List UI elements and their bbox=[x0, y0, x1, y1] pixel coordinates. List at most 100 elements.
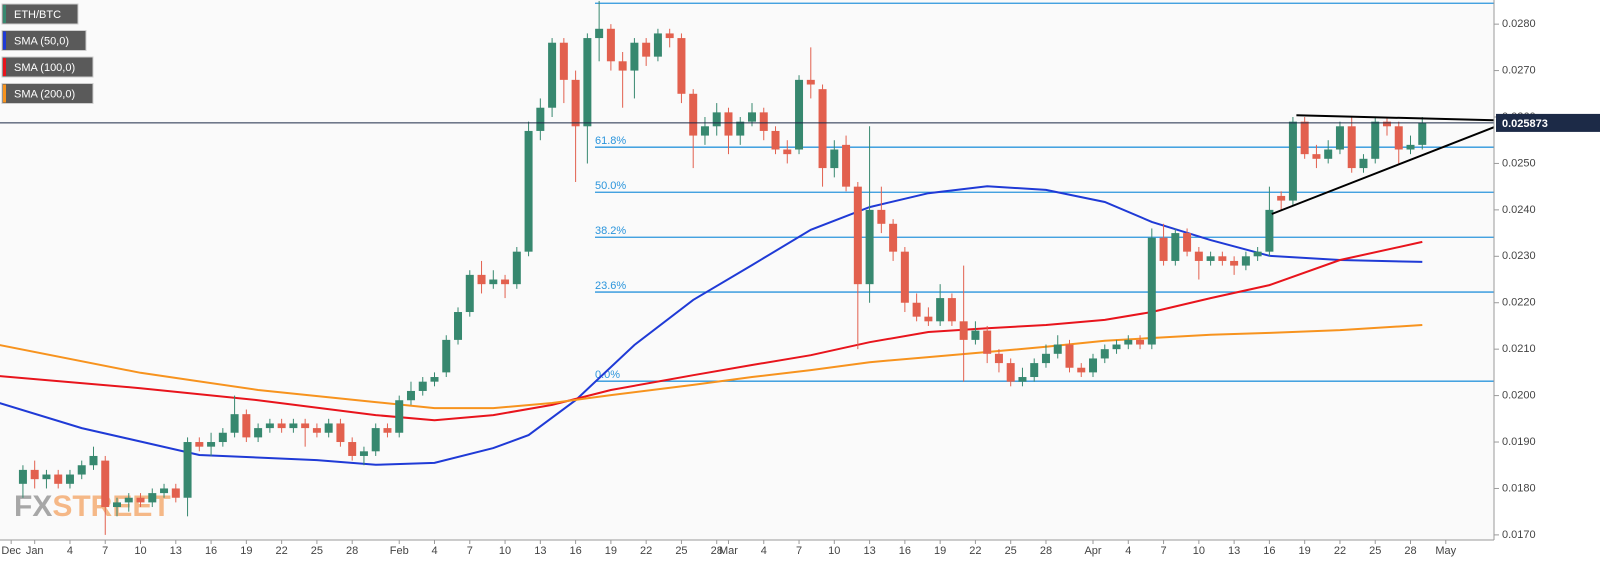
candle-body bbox=[595, 28, 604, 39]
candle-body bbox=[1041, 353, 1050, 364]
x-tick-label: 19 bbox=[934, 545, 946, 557]
candle-body bbox=[1277, 195, 1286, 201]
x-tick-label: 4 bbox=[431, 545, 437, 557]
x-tick-label: 16 bbox=[899, 545, 911, 557]
candle-body bbox=[348, 442, 357, 456]
candle-body bbox=[583, 38, 592, 127]
x-tick-label: 10 bbox=[828, 545, 840, 557]
candle-body bbox=[665, 33, 674, 39]
candle-body bbox=[195, 442, 204, 447]
candle-body bbox=[1312, 154, 1321, 159]
candle-body bbox=[1265, 209, 1274, 252]
legend-swatch bbox=[3, 58, 6, 76]
candle-body bbox=[900, 251, 909, 303]
candle-body bbox=[54, 474, 63, 484]
x-tick-label: 10 bbox=[134, 545, 146, 557]
x-tick-label: 28 bbox=[711, 545, 723, 557]
candle-body bbox=[689, 93, 698, 136]
candle-body bbox=[889, 223, 898, 252]
candle-body bbox=[242, 414, 251, 438]
candle-body bbox=[524, 130, 533, 252]
candle-body bbox=[653, 33, 662, 57]
candle-body bbox=[418, 381, 427, 391]
legend-label: SMA (200,0) bbox=[14, 88, 75, 100]
candle-body bbox=[89, 455, 98, 466]
x-tick-label: 13 bbox=[170, 545, 182, 557]
candle-body bbox=[489, 279, 498, 285]
candle-body bbox=[477, 274, 486, 285]
legend-swatch bbox=[3, 5, 6, 23]
candle-body bbox=[853, 186, 862, 285]
candle-body bbox=[1335, 126, 1344, 150]
x-tick-label: 13 bbox=[1228, 545, 1240, 557]
candle-body bbox=[406, 390, 415, 401]
x-tick-label: 19 bbox=[240, 545, 252, 557]
candle-body bbox=[101, 460, 110, 508]
candle-body bbox=[1206, 256, 1215, 261]
candle-body bbox=[736, 121, 745, 136]
candle-body bbox=[312, 428, 321, 433]
y-tick-label: 0.0190 bbox=[1502, 436, 1536, 448]
candle-body bbox=[724, 112, 733, 136]
candle-body bbox=[818, 89, 827, 169]
candle-body bbox=[1230, 260, 1239, 266]
candle-body bbox=[1288, 121, 1297, 201]
candle-body bbox=[1300, 121, 1309, 155]
x-tick-label: 22 bbox=[1334, 545, 1346, 557]
candle-body bbox=[795, 79, 804, 150]
candle-body bbox=[1006, 363, 1015, 382]
candle-body bbox=[113, 502, 122, 508]
x-tick-label: 28 bbox=[346, 545, 358, 557]
candle-body bbox=[254, 428, 263, 438]
legend-box[interactable] bbox=[1, 56, 94, 78]
last-price-tag bbox=[1496, 113, 1600, 132]
candle-body bbox=[1124, 339, 1133, 345]
candle-body bbox=[1159, 237, 1168, 261]
candle-body bbox=[77, 465, 86, 475]
x-tick-label: 25 bbox=[1369, 545, 1381, 557]
candle-body bbox=[1394, 126, 1403, 150]
legend-box[interactable] bbox=[1, 3, 79, 25]
legend-label: ETH/BTC bbox=[14, 9, 61, 21]
candle-body bbox=[994, 353, 1003, 364]
candle-body bbox=[759, 112, 768, 131]
candle-body bbox=[277, 423, 286, 429]
candle-body bbox=[1359, 158, 1368, 169]
candle-body bbox=[1077, 367, 1086, 373]
candle-body bbox=[747, 112, 756, 122]
candle-body bbox=[983, 330, 992, 354]
y-tick-label: 0.0240 bbox=[1502, 204, 1536, 216]
candle-body bbox=[912, 302, 921, 317]
legend-box[interactable] bbox=[1, 83, 94, 104]
candle-body bbox=[1136, 339, 1145, 345]
candle-body bbox=[1241, 256, 1250, 266]
x-tick-label: 22 bbox=[640, 545, 652, 557]
y-tick-label: 0.0170 bbox=[1502, 529, 1536, 541]
candle-body bbox=[536, 107, 545, 131]
trendline bbox=[1271, 126, 1495, 215]
candle-body bbox=[324, 423, 333, 433]
x-tick-label: 28 bbox=[1040, 545, 1052, 557]
x-tick-label: 16 bbox=[205, 545, 217, 557]
y-tick-label: 0.0220 bbox=[1502, 297, 1536, 309]
candle-body bbox=[947, 298, 956, 322]
candle-body bbox=[771, 130, 780, 150]
candle-body bbox=[936, 298, 945, 322]
candle-body bbox=[289, 423, 298, 429]
candle-body bbox=[830, 149, 839, 169]
candle-body bbox=[1089, 358, 1098, 373]
candle-body bbox=[148, 493, 157, 503]
candle-body bbox=[395, 400, 404, 433]
candle-body bbox=[124, 497, 133, 503]
fib-level-label: 61.8% bbox=[595, 135, 626, 147]
y-tick-label: 0.0200 bbox=[1502, 390, 1536, 402]
candle-body bbox=[1382, 121, 1391, 127]
x-tick-label: 4 bbox=[761, 545, 767, 557]
candle-body bbox=[207, 442, 216, 447]
legend-box[interactable] bbox=[1, 30, 87, 51]
candle-body bbox=[700, 126, 709, 136]
x-tick-label: 10 bbox=[1193, 545, 1205, 557]
x-tick-label: 19 bbox=[605, 545, 617, 557]
candle-body bbox=[430, 377, 439, 382]
x-tick-label: May bbox=[1435, 545, 1456, 557]
